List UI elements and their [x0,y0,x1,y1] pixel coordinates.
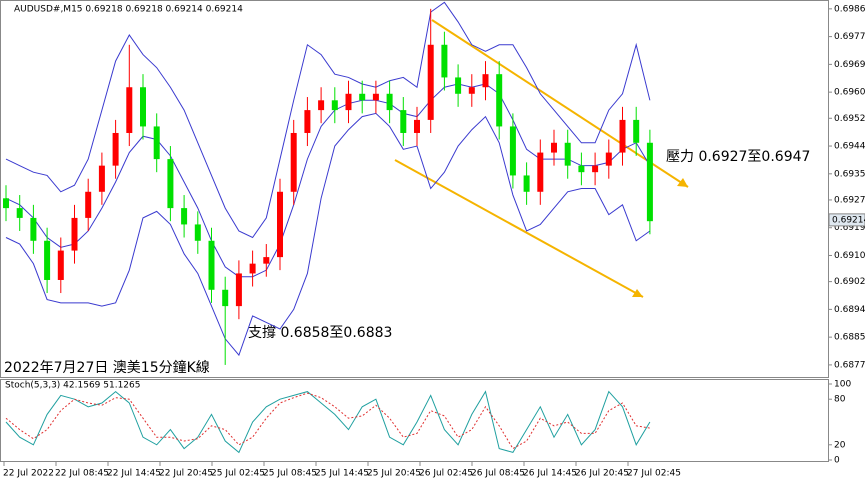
candle-body [208,240,215,290]
arrow-head [677,178,688,187]
candle-body [290,132,297,192]
last-price-box [828,213,865,227]
candle-body [98,165,105,192]
candle-body [30,217,37,241]
candle-body [277,191,283,258]
candle-body [235,273,242,307]
candle-body [468,87,475,94]
x-tick-label: 26 Jul 02:45 [419,469,473,479]
candle-body [57,250,64,280]
x-tick-label: 26 Jul 20:45 [575,469,629,479]
last-price-label: 0.69214 [832,215,865,225]
y-tick-label: 0.69105 [834,251,865,261]
stoch-frame [0,379,829,462]
candle-body [372,93,379,101]
candle-body [605,152,612,166]
x-tick-label: 25 Jul 02:45 [211,469,265,479]
y-tick-label: 100 [834,380,851,390]
y-tick-label: 0 [834,456,840,466]
candle-body [564,142,571,166]
x-tick-label: 26 Jul 08:45 [471,469,525,479]
y-tick-label: 0.69525 [834,114,865,124]
x-tick-label: 25 Jul 08:45 [263,469,317,479]
candle-body [181,208,188,225]
candle-body [126,87,133,133]
resistance-trendline [431,19,689,188]
candle-body [3,198,9,209]
chart-title: AUDUSD#,M15 0.69218 0.69218 0.69214 0.69… [14,5,243,15]
candle-body [537,152,544,192]
stoch-line [5,390,651,454]
candle-body [386,93,393,111]
candle-body [71,217,78,251]
candle-body [496,74,503,127]
candle-body [222,289,229,307]
y-tick-label: 0.69775 [834,32,865,42]
candle-body [140,87,146,127]
x-tick-label: 22 Jul 2022 [3,469,54,479]
candle-body [263,257,270,264]
candle-body [578,165,585,173]
x-tick-label: 27 Jul 02:45 [627,469,681,479]
candle-body [194,224,201,241]
candle-body [359,93,366,101]
y-tick-label: 20 [834,440,846,450]
support-trendline [394,159,644,298]
y-tick-label: 80 [834,395,846,405]
candle-body [400,110,407,133]
annotation: 2022年7月27日 澳美15分鐘K線 [4,359,210,376]
candle-body [44,240,51,280]
y-tick-label: 0.69275 [834,195,865,205]
y-tick-label: 0.69355 [834,169,865,179]
candle-body [482,74,489,88]
candle-body [304,110,311,133]
annotation: 支撐 0.6858至0.6883 [248,325,392,341]
candle-body [414,119,420,133]
candle-body [592,165,599,173]
bollinger-band [5,1,651,239]
candle-body [427,44,434,120]
stoch-line [5,392,650,450]
x-tick-label: 22 Jul 14:45 [107,469,161,479]
candle-body [85,191,92,218]
candle-body [633,119,640,143]
candle-body [523,175,530,192]
candle-body [441,44,448,78]
candle-body [16,208,23,218]
candle-body [619,119,626,153]
x-tick-label: 25 Jul 20:45 [367,469,421,479]
price-frame [0,0,829,378]
candle-body [345,93,352,111]
candle-body [455,77,462,94]
candle-body [153,126,160,160]
annotation: 壓力 0.6927至0.6947 [666,149,810,165]
candle-body [249,263,256,274]
candle-body [646,142,653,222]
candle-body [331,100,338,111]
x-tick-label: 25 Jul 14:45 [315,469,369,479]
y-tick-label: 0.68855 [834,333,865,343]
candle-body [509,126,516,176]
stoch-title: Stoch(5,3,3) 42.1569 51.1265 [5,381,140,391]
x-tick-label: 26 Jul 14:45 [523,469,577,479]
bollinger-band [5,112,651,357]
x-tick-label: 22 Jul 08:45 [55,469,109,479]
y-tick-label: 0.69605 [834,88,865,98]
candle-body [167,159,174,209]
candle-body [318,100,325,111]
candle-body [112,132,119,166]
arrow-head [632,289,643,297]
x-tick-label: 22 Jul 20:45 [159,469,213,479]
y-tick-label: 0.69025 [834,277,865,287]
candle-body [551,142,557,153]
